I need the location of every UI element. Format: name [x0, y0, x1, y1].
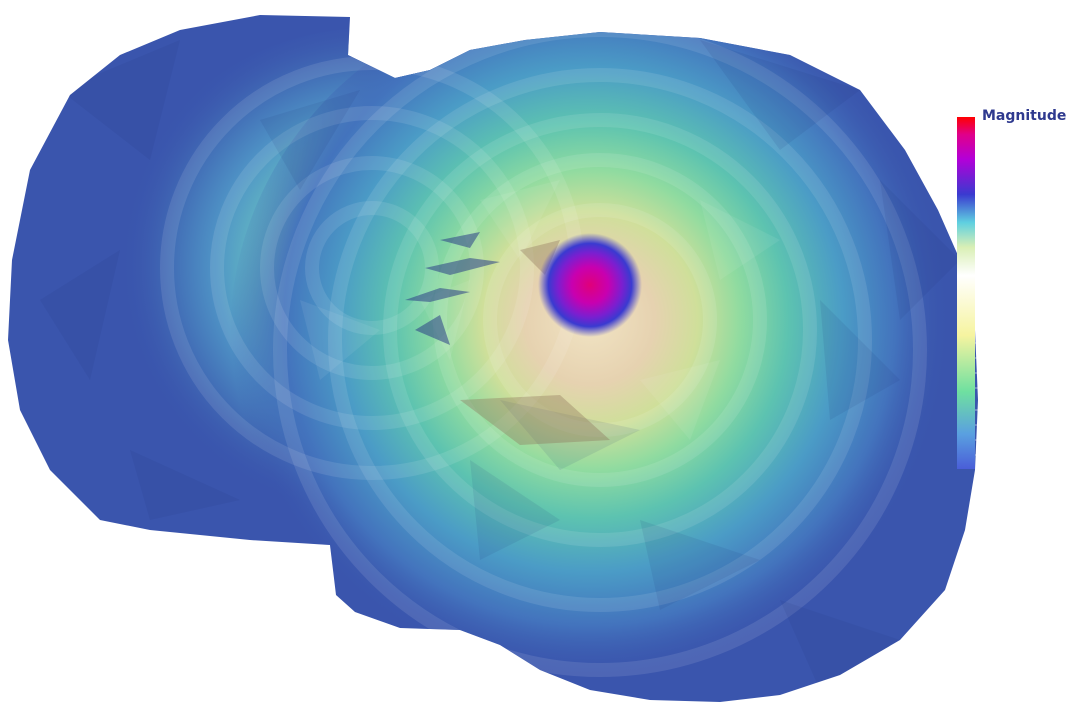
scalar-bar-title: Magnitude: [982, 108, 1067, 124]
mesh-facets: [40, 40, 960, 690]
peak-magnitude-spot: [535, 233, 645, 337]
scalar-bar-ticks: [975, 129, 984, 456]
scalar-bar-tick-label: 0,6: [985, 401, 1006, 416]
fold-region: [405, 232, 500, 345]
scalar-bar: [957, 117, 975, 469]
scalar-bar-tick-label: 0,12: [985, 334, 1014, 349]
